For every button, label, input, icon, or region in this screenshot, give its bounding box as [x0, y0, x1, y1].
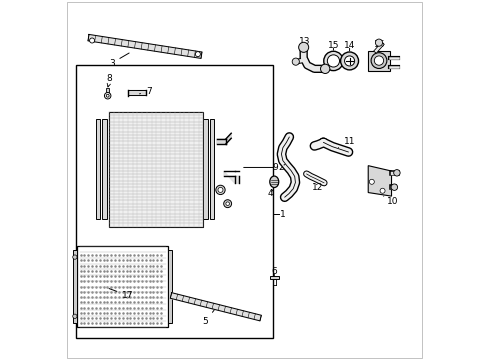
Text: 6: 6 [271, 267, 277, 276]
Text: 13: 13 [298, 37, 310, 46]
Text: 3: 3 [109, 53, 129, 68]
Ellipse shape [269, 176, 278, 188]
Text: 14: 14 [343, 41, 355, 51]
Text: 1: 1 [279, 210, 285, 219]
Polygon shape [88, 35, 202, 58]
Circle shape [223, 200, 231, 208]
Circle shape [373, 56, 383, 65]
Bar [109, 112, 203, 226]
Circle shape [195, 51, 200, 57]
Circle shape [326, 55, 339, 67]
Text: 16: 16 [373, 40, 385, 49]
Circle shape [106, 94, 109, 97]
Bar [203, 119, 207, 220]
Circle shape [292, 58, 299, 65]
Circle shape [390, 184, 397, 190]
Bar [73, 250, 77, 323]
Text: 7: 7 [139, 86, 151, 95]
Circle shape [370, 53, 386, 68]
Circle shape [393, 170, 399, 176]
Polygon shape [367, 166, 391, 196]
Text: 9: 9 [272, 163, 285, 172]
Bar [168, 250, 172, 323]
Bar [96, 119, 100, 220]
Circle shape [89, 38, 94, 43]
Text: 15: 15 [327, 41, 339, 50]
Text: 2: 2 [243, 163, 284, 172]
Circle shape [344, 56, 354, 66]
Polygon shape [170, 293, 261, 321]
Polygon shape [224, 171, 239, 183]
Bar [102, 119, 106, 220]
Bar [367, 51, 389, 71]
Text: 11: 11 [338, 138, 355, 148]
Text: 5: 5 [202, 310, 214, 326]
Bar [77, 246, 168, 327]
Text: 17: 17 [109, 288, 133, 300]
Circle shape [368, 179, 373, 184]
Bar [109, 112, 203, 226]
Circle shape [73, 255, 77, 259]
Circle shape [340, 52, 358, 70]
Circle shape [298, 42, 308, 52]
Polygon shape [217, 133, 231, 144]
Bar [76, 65, 273, 338]
Text: 12: 12 [312, 183, 323, 192]
Text: 8: 8 [106, 74, 112, 83]
Text: 10: 10 [383, 196, 397, 206]
Circle shape [104, 93, 111, 99]
Circle shape [215, 185, 224, 194]
Circle shape [375, 39, 382, 46]
Circle shape [218, 188, 223, 192]
Polygon shape [269, 276, 278, 279]
Circle shape [379, 188, 384, 193]
Bar [106, 88, 109, 95]
Circle shape [323, 51, 343, 71]
Circle shape [73, 314, 77, 319]
Circle shape [225, 202, 229, 206]
Circle shape [320, 64, 329, 73]
Text: 4: 4 [266, 189, 272, 198]
Bar [209, 119, 214, 220]
